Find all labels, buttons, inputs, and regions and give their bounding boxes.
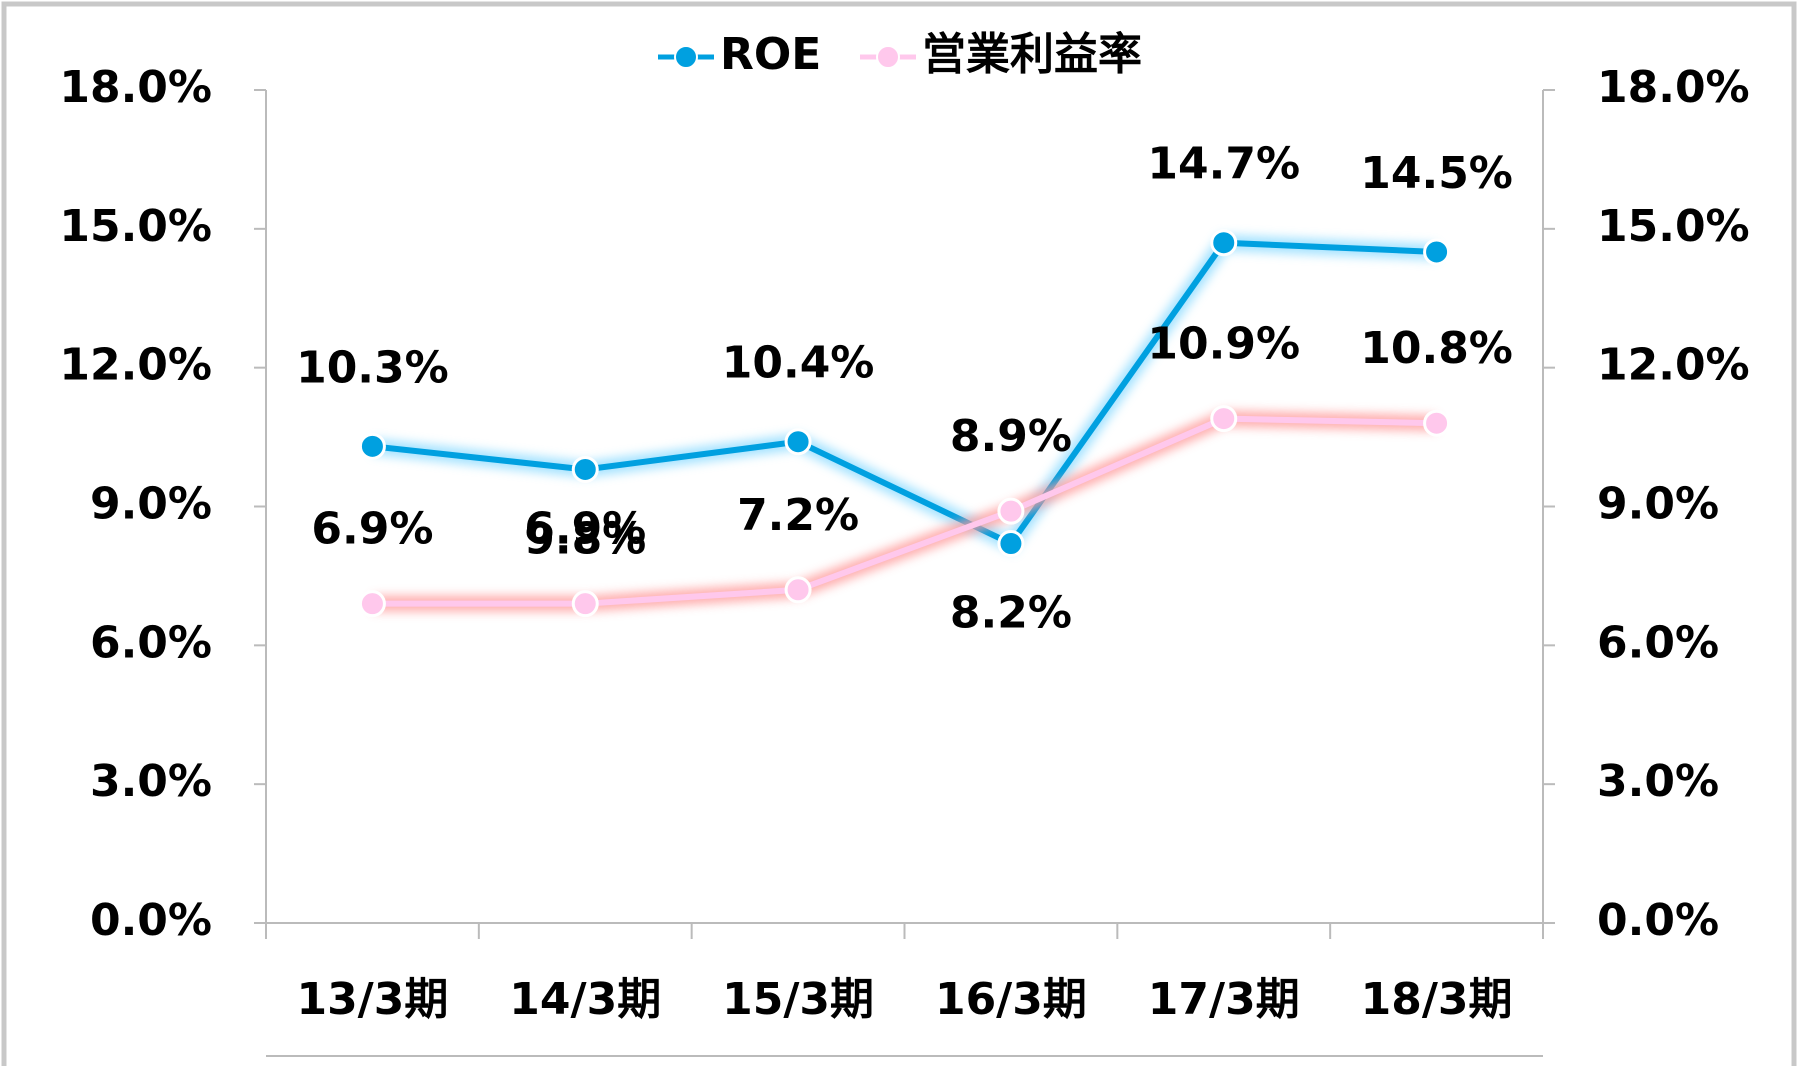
x-tick-label: 13/3期 bbox=[296, 974, 448, 1025]
point bbox=[358, 590, 386, 618]
point bbox=[571, 590, 599, 618]
series-line bbox=[372, 239, 1437, 548]
legend-marker bbox=[876, 45, 900, 69]
y2-tick-label: 15.0% bbox=[1597, 201, 1750, 252]
point bbox=[358, 432, 386, 460]
point bbox=[1210, 229, 1238, 257]
y-tick-label: 18.0% bbox=[59, 62, 212, 113]
data-label: 10.3% bbox=[296, 342, 449, 393]
point bbox=[1423, 238, 1451, 266]
legend-label: ROE bbox=[720, 29, 821, 80]
y-tick-label: 0.0% bbox=[90, 895, 212, 946]
data-label: 6.9% bbox=[524, 504, 646, 555]
line-glow bbox=[371, 234, 1437, 554]
x-tick-label: 15/3期 bbox=[722, 974, 874, 1025]
data-label: 7.2% bbox=[737, 490, 859, 541]
x-tick-label: 17/3期 bbox=[1148, 974, 1300, 1025]
y-tick-label: 15.0% bbox=[59, 201, 212, 252]
series-line bbox=[372, 415, 1437, 607]
data-label: 14.5% bbox=[1360, 148, 1513, 199]
data-label: 9.8% bbox=[524, 513, 646, 564]
y2-tick-label: 3.0% bbox=[1597, 756, 1719, 807]
data-label: 14.7% bbox=[1147, 139, 1300, 190]
point bbox=[1423, 409, 1451, 437]
x-tick-label: 18/3期 bbox=[1361, 974, 1513, 1025]
point bbox=[571, 455, 599, 483]
legend-label: 営業利益率 bbox=[922, 29, 1142, 80]
point bbox=[1210, 405, 1238, 433]
data-label: 10.9% bbox=[1147, 319, 1300, 370]
data-label: 10.4% bbox=[722, 338, 875, 389]
x-tick-label: 16/3期 bbox=[935, 974, 1087, 1025]
y-tick-label: 6.0% bbox=[90, 617, 212, 668]
point bbox=[784, 576, 812, 604]
data-label: 6.9% bbox=[311, 504, 433, 555]
data-label: 8.2% bbox=[950, 588, 1072, 639]
y2-tick-label: 0.0% bbox=[1597, 895, 1719, 946]
x-tick-label: 14/3期 bbox=[509, 974, 661, 1025]
point bbox=[784, 428, 812, 456]
y2-tick-label: 18.0% bbox=[1597, 62, 1750, 113]
legend-marker bbox=[674, 45, 698, 69]
y-tick-label: 9.0% bbox=[90, 479, 212, 530]
point bbox=[997, 530, 1025, 558]
data-label: 8.9% bbox=[950, 411, 1072, 462]
y-tick-label: 12.0% bbox=[59, 340, 212, 391]
y-tick-label: 3.0% bbox=[90, 756, 212, 807]
y2-tick-label: 9.0% bbox=[1597, 479, 1719, 530]
data-label: 10.8% bbox=[1360, 323, 1513, 374]
y2-tick-label: 6.0% bbox=[1597, 617, 1719, 668]
point bbox=[997, 497, 1025, 525]
y2-tick-label: 12.0% bbox=[1597, 340, 1750, 391]
